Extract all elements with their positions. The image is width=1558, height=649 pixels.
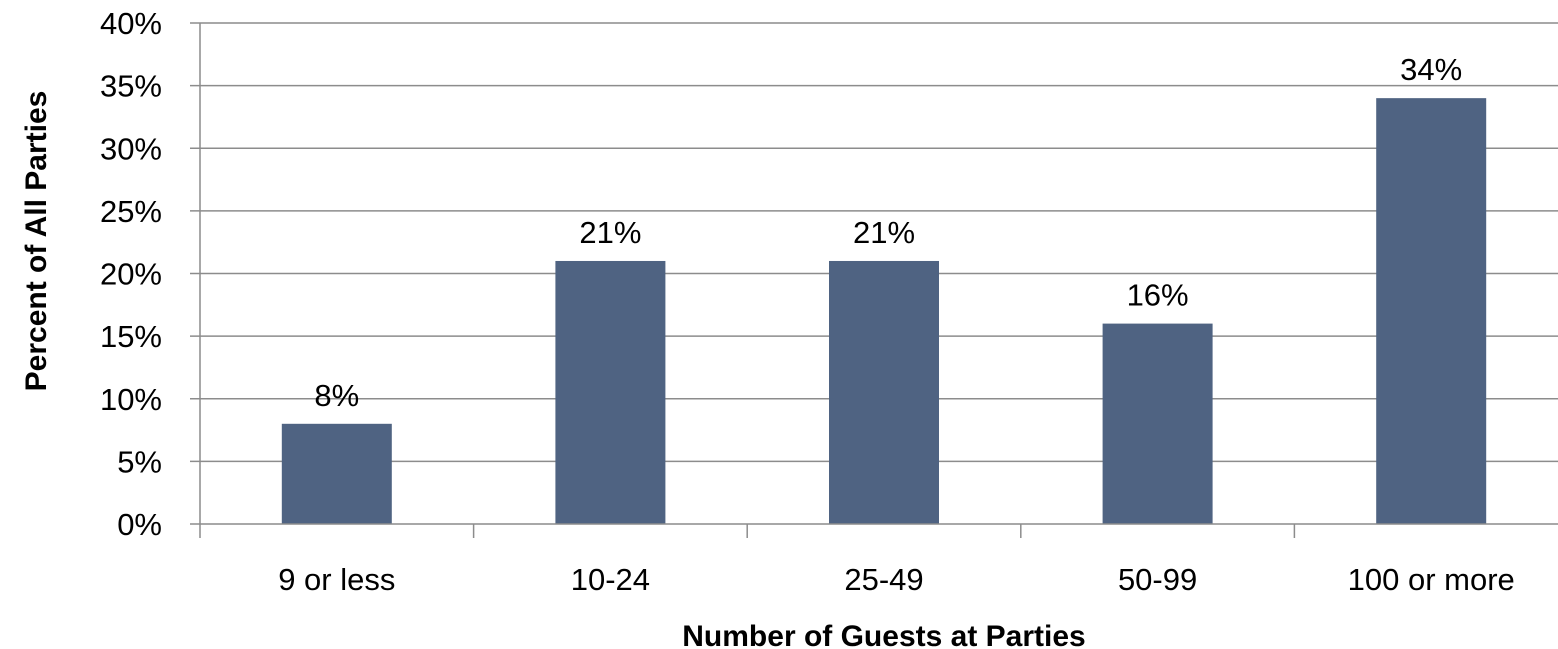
bars [281,98,1487,525]
bar [281,423,392,524]
data-label: 16% [1127,278,1189,313]
bar [1376,98,1487,525]
bar [1102,323,1213,524]
y-tick-labels: 0% 5% 10% 15% 20% 25% 30% 35% 40% [100,6,162,542]
data-label: 34% [1400,52,1462,87]
x-tick-label: 9 or less [278,562,395,597]
bar [555,260,666,524]
x-axis-title: Number of Guests at Parties [682,620,1085,649]
y-tick-label: 35% [100,69,162,104]
bar [829,260,939,524]
y-tick-label: 40% [100,6,162,41]
data-label: 8% [314,378,359,413]
x-tick-label: 100 or more [1348,562,1515,597]
x-tick-label: 50-99 [1118,562,1197,597]
y-tick-label: 20% [100,257,162,292]
data-label: 21% [579,215,641,250]
axes [190,22,1558,538]
y-tick-label: 5% [117,444,162,479]
x-tick-label: 25-49 [844,562,923,597]
y-tick-label: 10% [100,382,162,417]
y-tick-label: 15% [100,319,162,354]
y-tick-label: 25% [100,194,162,229]
y-axis-title: Percent of All Parties [20,91,53,392]
y-tick-label: 0% [117,507,162,542]
x-tick-labels: 9 or less 10-24 25-49 50-99 100 or more [278,562,1515,597]
data-labels: 8% 21% 21% 16% 34% [314,52,1462,413]
data-label: 21% [853,215,915,250]
x-tick-label: 10-24 [571,562,650,597]
y-tick-label: 30% [100,131,162,166]
